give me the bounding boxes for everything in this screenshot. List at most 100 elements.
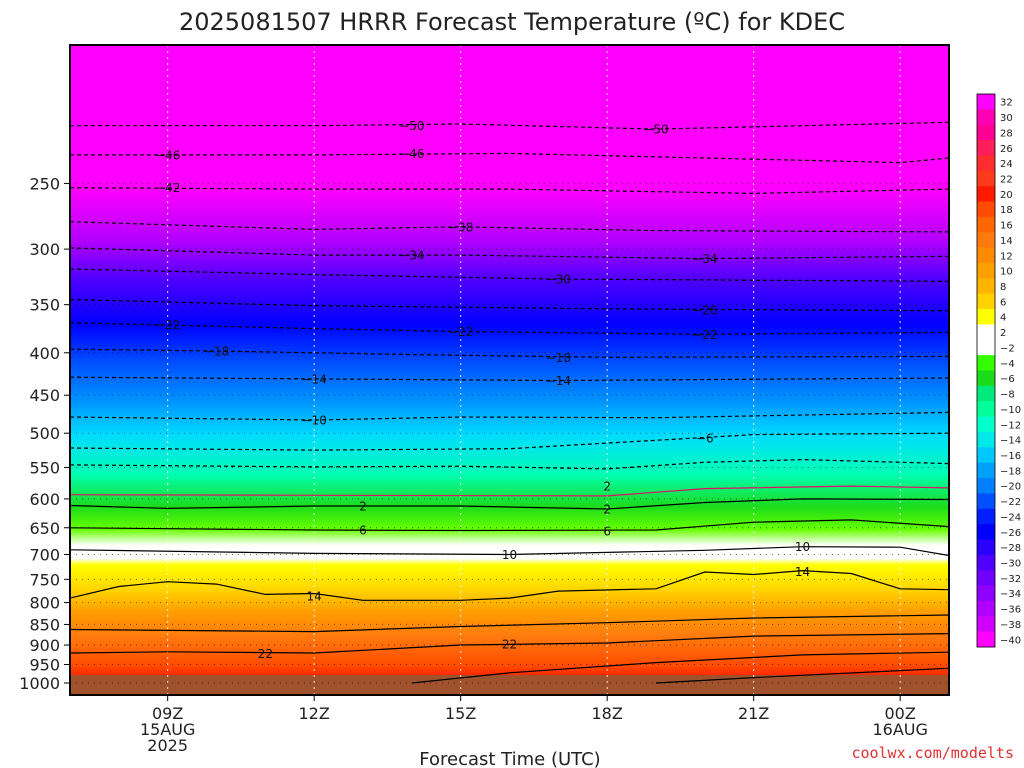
colorbar-label: 8: [1000, 282, 1006, 293]
isotherm-label: 2: [359, 500, 367, 514]
colorbar-swatch: [977, 170, 995, 187]
y-tick-label: 600: [29, 490, 60, 509]
colorbar-swatch: [977, 94, 995, 110]
colorbar-swatch: [977, 109, 995, 126]
plot-frame: [69, 44, 950, 696]
y-tick-label: 250: [29, 174, 60, 193]
colorbar-swatch: [977, 554, 995, 571]
colorbar-label: 28: [1000, 128, 1013, 139]
colorbar-swatch: [977, 447, 995, 463]
isotherm-6: [70, 519, 949, 532]
isotherm-0: [70, 485, 949, 497]
isotherm-label: 10: [502, 548, 517, 562]
y-tick-label: 450: [29, 386, 60, 405]
isotherm-label: 22: [258, 647, 273, 661]
isotherm-label: −10: [302, 413, 327, 427]
grid: [70, 45, 949, 695]
colorbar: 32 30 28 26 24 22 20 18 16 14 12 10 8 6 4 2 −2 −4 −6 −8 −10 −…: [976, 93, 1021, 648]
isotherm-label: −22: [448, 325, 473, 339]
colorbar-label: 20: [1000, 190, 1013, 201]
x-tick-label: 00Z: [885, 704, 916, 723]
colorbar-label: 22: [1000, 174, 1013, 185]
isotherm-m42: [70, 187, 949, 195]
y-axis: 250 300 350 400 450 500 550 600 650 700 750 800 850 9…: [19, 174, 70, 693]
x-tick-label: 16AUG: [872, 720, 927, 739]
colorbar-label: −26: [1000, 528, 1021, 539]
colorbar-swatch: [977, 462, 995, 479]
isotherm-m22: [70, 322, 949, 335]
isotherm-label: 6: [603, 525, 611, 539]
isotherm-m18: [70, 348, 949, 358]
x-tick-label: 15AUG: [140, 720, 195, 739]
colorbar-swatch: [977, 309, 995, 325]
colorbar-swatch: [977, 616, 995, 632]
colorbar-label: −34: [1000, 589, 1021, 600]
isotherm-label: −34: [399, 249, 424, 263]
colorbar-swatch: [977, 508, 995, 525]
isotherm-label: −22: [155, 318, 180, 332]
x-tick-label: 21Z: [738, 704, 769, 723]
colorbar-label: 26: [1000, 144, 1013, 155]
isotherm-label: −42: [155, 181, 180, 195]
colorbar-swatch: [977, 155, 995, 172]
colorbar-label: −24: [1000, 512, 1021, 523]
colorbar-label: 16: [1000, 221, 1013, 232]
isotherm-22: [70, 633, 949, 654]
isotherm-label: −50: [399, 119, 424, 133]
y-tick-label: 300: [29, 240, 60, 259]
y-tick-label: 650: [29, 519, 60, 538]
isotherm-2: [70, 498, 949, 510]
colorbar-swatch: [977, 262, 995, 279]
colorbar-label: −38: [1000, 620, 1021, 631]
colorbar-label: 24: [1000, 159, 1013, 170]
isotherm-label: −46: [155, 148, 180, 162]
isotherm-label: −34: [692, 252, 717, 266]
colorbar-label: −20: [1000, 482, 1021, 493]
colorbar-swatch: [977, 293, 995, 310]
colorbar-swatch: [977, 201, 995, 218]
plot-area: −50 −50 −46 −46 −42 −38 −34 −34 −30 −26 −22 −22 −22 −…: [69, 44, 950, 696]
isotherm-m6: [70, 432, 949, 451]
colorbar-label: −18: [1000, 466, 1021, 477]
y-tick-label: 950: [29, 656, 60, 675]
isotherm-26: [411, 651, 949, 684]
isotherm-label: −14: [302, 372, 327, 386]
isotherm-m14: [70, 376, 949, 382]
y-tick-label: 750: [29, 570, 60, 589]
colorbar-swatch: [977, 232, 995, 248]
credit-text: coolwx.com/modelts: [851, 744, 1014, 762]
colorbar-label: −2: [1000, 343, 1015, 354]
colorbar-label: 6: [1000, 297, 1006, 308]
colorbar-swatch: [977, 339, 995, 356]
isotherm-label: 14: [307, 589, 322, 603]
y-tick-label: 900: [29, 636, 60, 655]
x-tick-label: 12Z: [299, 704, 330, 723]
colorbar-swatch: [977, 539, 995, 556]
colorbar-swatch: [977, 631, 995, 648]
temperature-field: [70, 45, 949, 695]
isotherm-m46: [70, 152, 949, 164]
y-tick-label: 350: [29, 296, 60, 315]
colorbar-swatch: [977, 370, 995, 387]
isotherm-label: −18: [204, 344, 229, 358]
isotherm-label: −18: [546, 351, 571, 365]
colorbar-swatch: [977, 570, 995, 586]
colorbar-label: 12: [1000, 251, 1013, 262]
colorbar-swatch: [977, 278, 995, 294]
x-tick-label: 09Z: [152, 704, 183, 723]
colorbar-swatch: [977, 124, 995, 141]
colorbar-label: 2: [1000, 328, 1006, 339]
colorbar-swatch: [977, 186, 995, 202]
colorbar-label: −4: [1000, 359, 1015, 370]
colorbar-swatch: [977, 600, 995, 617]
colorbar-label: −36: [1000, 605, 1021, 616]
isotherm-label: 22: [502, 637, 517, 651]
x-axis-label: Forecast Time (UTC): [419, 749, 600, 768]
x-tick-label: 18Z: [592, 704, 623, 723]
colorbar-label: −14: [1000, 436, 1021, 447]
colorbar-swatch: [977, 324, 995, 341]
isotherm-label: 10: [795, 540, 810, 554]
isotherm-30: [655, 667, 949, 684]
colorbar-swatch: [977, 585, 995, 602]
